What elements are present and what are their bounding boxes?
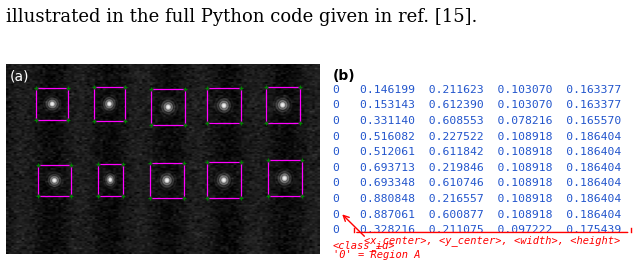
Text: 0.153143  0.612390  0.103070  0.163377: 0.153143 0.612390 0.103070 0.163377	[360, 100, 621, 110]
Text: 0.328216  0.211075  0.097222  0.175439: 0.328216 0.211075 0.097222 0.175439	[360, 226, 621, 235]
Text: 0: 0	[333, 163, 339, 173]
Ellipse shape	[166, 105, 170, 109]
Text: illustrated in the full Python code given in ref. [15].: illustrated in the full Python code give…	[6, 8, 478, 26]
Ellipse shape	[51, 103, 53, 105]
Bar	[207, 88, 241, 123]
Text: 0.512061  0.611842  0.108918  0.186404: 0.512061 0.611842 0.108918 0.186404	[360, 147, 621, 157]
Ellipse shape	[109, 178, 112, 182]
Ellipse shape	[278, 100, 287, 109]
Text: 0: 0	[333, 116, 339, 126]
Text: <class_id>: <class_id>	[333, 240, 395, 251]
Ellipse shape	[220, 101, 228, 110]
Ellipse shape	[220, 176, 228, 184]
Ellipse shape	[54, 180, 55, 181]
Ellipse shape	[282, 104, 284, 106]
Text: 0.693348  0.610746  0.108918  0.186404: 0.693348 0.610746 0.108918 0.186404	[360, 178, 621, 188]
Bar	[36, 89, 68, 120]
Bar	[38, 165, 70, 196]
Bar	[266, 87, 300, 123]
Text: '0' = Region A: '0' = Region A	[333, 250, 420, 260]
Ellipse shape	[282, 176, 287, 180]
Bar	[268, 161, 301, 196]
Ellipse shape	[52, 179, 56, 182]
Ellipse shape	[167, 106, 169, 108]
Text: 0.887061  0.600877  0.108918  0.186404: 0.887061 0.600877 0.108918 0.186404	[360, 210, 621, 220]
Text: 0.146199  0.211623  0.103070  0.163377: 0.146199 0.211623 0.103070 0.163377	[360, 85, 621, 95]
Ellipse shape	[217, 173, 230, 187]
Text: 0.516082  0.227522  0.108918  0.186404: 0.516082 0.227522 0.108918 0.186404	[360, 131, 621, 142]
Text: <x_center>, <y_center>, <width>, <height>: <x_center>, <y_center>, <width>, <height…	[364, 235, 620, 246]
Ellipse shape	[222, 178, 226, 182]
Text: 0: 0	[333, 100, 339, 110]
Bar	[207, 162, 241, 198]
Ellipse shape	[108, 102, 111, 106]
Text: 0: 0	[333, 210, 339, 220]
Ellipse shape	[109, 103, 110, 105]
Text: 0: 0	[333, 226, 339, 235]
Text: 0.693713  0.219846  0.108918  0.186404: 0.693713 0.219846 0.108918 0.186404	[360, 163, 621, 173]
Bar	[150, 162, 184, 198]
Ellipse shape	[222, 103, 226, 108]
Text: 0: 0	[333, 131, 339, 142]
Ellipse shape	[280, 103, 285, 107]
Bar	[151, 89, 186, 125]
Ellipse shape	[46, 98, 58, 110]
Ellipse shape	[280, 174, 289, 183]
Ellipse shape	[223, 179, 225, 181]
Ellipse shape	[166, 179, 168, 181]
Text: 0: 0	[333, 85, 339, 95]
Ellipse shape	[106, 174, 115, 186]
Ellipse shape	[109, 179, 111, 180]
Ellipse shape	[48, 100, 56, 108]
Ellipse shape	[223, 105, 225, 107]
Ellipse shape	[276, 98, 289, 112]
Ellipse shape	[165, 178, 169, 183]
Ellipse shape	[106, 100, 113, 108]
Text: 0: 0	[333, 194, 339, 204]
Ellipse shape	[48, 174, 61, 187]
Ellipse shape	[163, 176, 172, 185]
Text: 0: 0	[333, 178, 339, 188]
Text: 0.880848  0.216557  0.108918  0.186404: 0.880848 0.216557 0.108918 0.186404	[360, 194, 621, 204]
Ellipse shape	[162, 100, 175, 114]
Ellipse shape	[51, 102, 54, 106]
Text: 0.331140  0.608553  0.078216  0.165570: 0.331140 0.608553 0.078216 0.165570	[360, 116, 621, 126]
Ellipse shape	[161, 174, 173, 187]
Ellipse shape	[104, 98, 115, 110]
Ellipse shape	[278, 171, 291, 185]
Text: (b): (b)	[333, 69, 355, 83]
Ellipse shape	[164, 103, 172, 111]
Ellipse shape	[108, 176, 113, 184]
Ellipse shape	[51, 176, 58, 184]
Text: (a): (a)	[10, 69, 29, 83]
Ellipse shape	[218, 99, 230, 112]
Bar	[94, 87, 125, 121]
Text: 0: 0	[333, 147, 339, 157]
Ellipse shape	[284, 177, 285, 179]
Bar	[98, 164, 122, 196]
